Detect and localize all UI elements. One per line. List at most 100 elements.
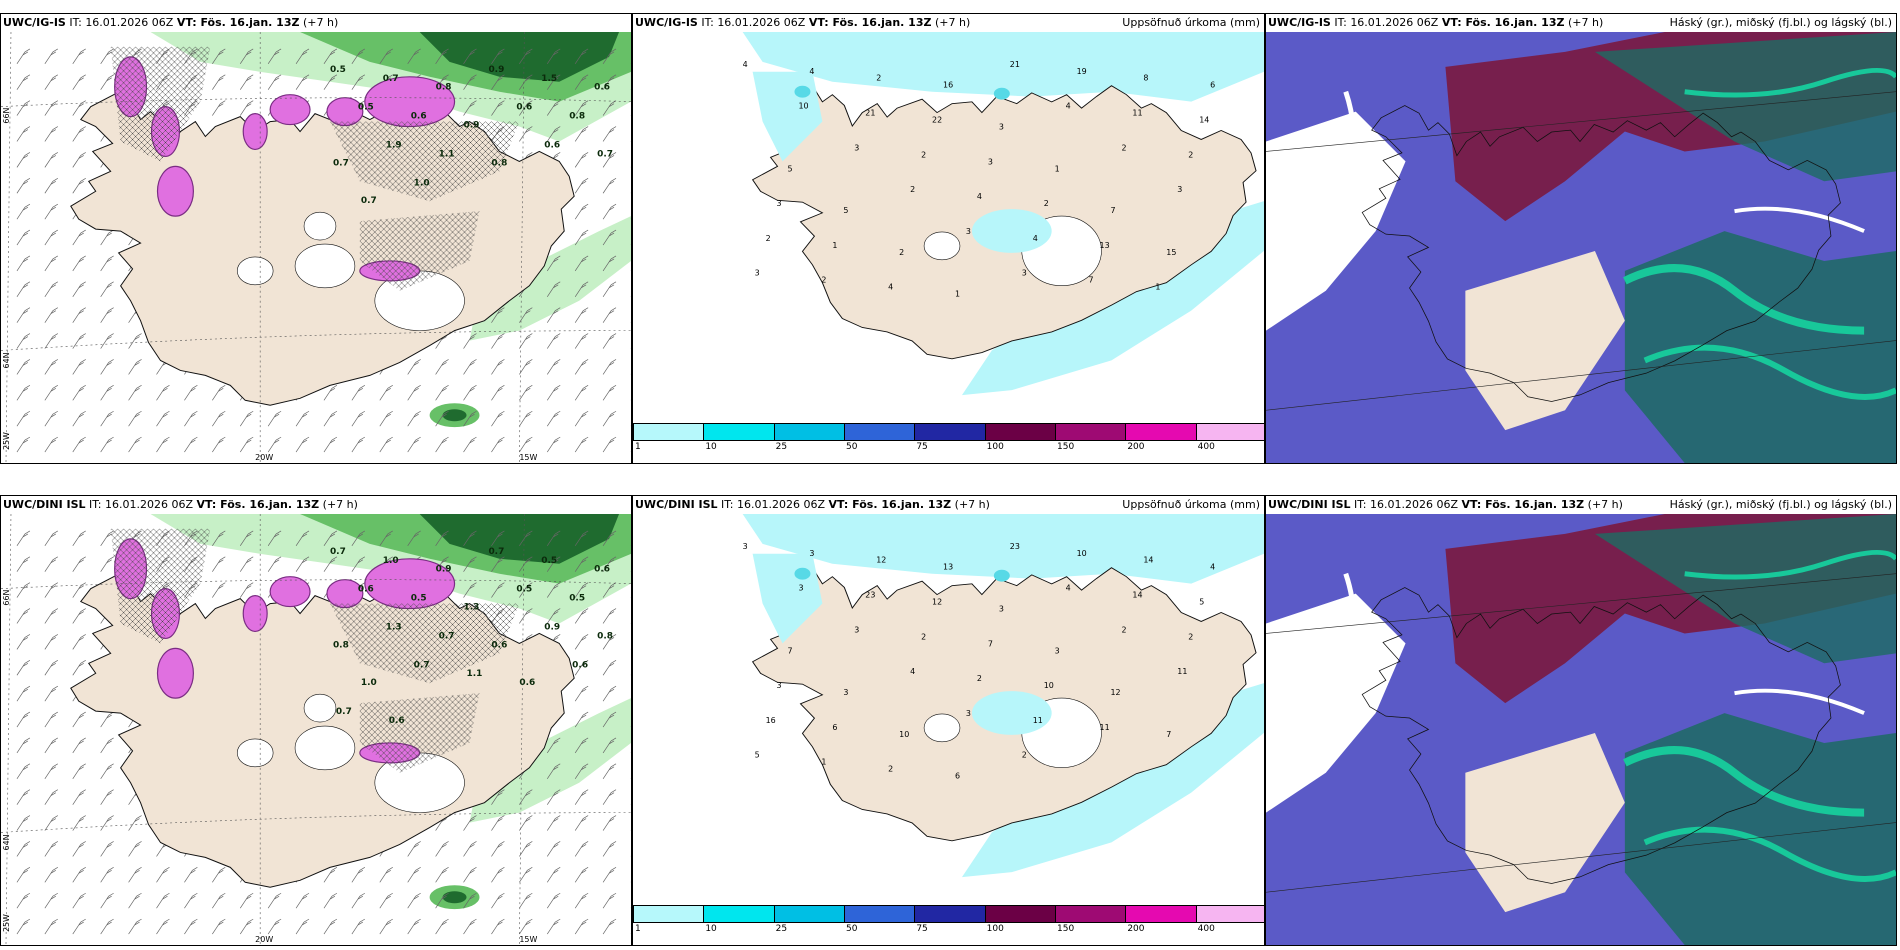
snow-value-label: 0.7	[414, 660, 430, 670]
valid-time: VT: Fös. 16.jan. 13Z	[828, 498, 952, 511]
valid-time: VT: Fös. 16.jan. 13Z	[196, 498, 320, 511]
snow-value-label: 0.5	[358, 103, 374, 113]
legend-swatch	[633, 423, 705, 441]
precip-value-label: 6	[832, 723, 837, 732]
legend-swatch	[844, 423, 916, 441]
field-title: Uppsöfnuð úrkoma (mm)	[1122, 16, 1260, 29]
init-time: IT: 16.01.2026 06Z	[697, 16, 809, 29]
lon-label: 25W	[2, 432, 11, 450]
legend-label: 100	[986, 442, 1004, 452]
panel-snow-ig: UWC/IG-IS IT: 16.01.2026 06Z VT: Fös. 16…	[0, 13, 632, 464]
snow-value-label: 1.3	[386, 622, 402, 632]
lon-label: 25W	[2, 914, 11, 932]
precip-value-label: 3	[1022, 269, 1027, 278]
precip-value-label: 5	[1199, 598, 1204, 607]
precip-value-label: 1	[1155, 283, 1160, 292]
precip-value-label: 7	[1166, 730, 1171, 739]
snow-value-label: 1.0	[414, 178, 430, 188]
model-name: UWC/DINI ISL	[1268, 498, 1351, 511]
precip-value-label: 23	[865, 591, 875, 600]
precip-value-label: 4	[1033, 234, 1038, 243]
precip-value-label: 11	[1132, 109, 1142, 118]
snow-value-label: 1.9	[386, 140, 402, 150]
precip-value-label: 22	[932, 116, 942, 125]
legend-label: 150	[1057, 924, 1075, 934]
precip-value-label: 4	[1066, 584, 1071, 593]
lat-label: 64N	[2, 352, 11, 368]
snow-value-label: 0.5	[541, 556, 557, 566]
precip-value-label: 15	[1166, 248, 1176, 257]
lat-label: 66N	[2, 589, 11, 605]
legend-swatch	[773, 423, 845, 441]
valid-time: VT: Fös. 16.jan. 13Z	[1461, 498, 1585, 511]
precip-value-label: 23	[1010, 542, 1020, 551]
precip-value-label: 3	[988, 157, 993, 166]
precip-value-label: 2	[910, 185, 915, 194]
snow-value-label: 0.7	[336, 707, 352, 717]
lead-time: (+7 h)	[319, 498, 358, 511]
lon-label: 15W	[519, 935, 537, 944]
legend-swatch	[1055, 905, 1127, 923]
precip-value-label: 14	[1199, 116, 1209, 125]
lead-time: (+7 h)	[931, 16, 971, 29]
model-name: UWC/IG-IS	[1268, 16, 1331, 29]
legend-label: 75	[916, 442, 928, 452]
precip-value-label: 6	[955, 772, 960, 781]
precip-value-label: 13	[943, 563, 953, 572]
snow-value-label: 0.9	[544, 622, 560, 632]
valid-time: VT: Fös. 16.jan. 13Z	[1441, 16, 1565, 29]
field-title: Uppsöfnuð úrkoma (mm)	[1122, 498, 1260, 511]
precip-value-label: 2	[899, 248, 904, 257]
model-name: UWC/IG-IS	[3, 16, 66, 29]
snow-value-label: 0.6	[572, 660, 588, 670]
precip-value-label: 3	[854, 625, 859, 634]
legend-label: 10	[705, 442, 717, 452]
snow-value-label: 0.7	[333, 158, 349, 168]
precip-value-label: 12	[876, 556, 886, 565]
panel-header: UWC/DINI ISL IT: 16.01.2026 06Z VT: Fös.…	[633, 496, 1264, 514]
precip-value-label: 3	[1177, 185, 1182, 194]
snow-value-label: 0.7	[439, 631, 455, 641]
precip-map: 4 4 2 16 21 19 8 6 10 21 22 3 4 11 14 5 3 2 3 1 2 2 3 5 2 4 2 7 3 2 1 2…	[633, 32, 1264, 423]
init-time: IT: 16.01.2026 06Z	[1330, 16, 1442, 29]
legend-label: 25	[775, 924, 788, 934]
precip-value-label: 7	[1089, 276, 1094, 285]
precip-color-legend: 1 10 25 50 75 100 150 200 400	[633, 905, 1264, 934]
precip-value-label: 3	[743, 542, 748, 551]
precip-value-label: 2	[821, 276, 826, 285]
snow-value-label: 0.9	[464, 121, 480, 131]
snow-value-label: 0.7	[597, 149, 613, 159]
legend-swatch	[1195, 905, 1264, 923]
snow-value-label: 0.5	[411, 594, 427, 604]
legend-swatch	[1125, 423, 1197, 441]
snow-wind-map: 20W 15W 66N 64N 25W 0.5 0.7 0.8 0.9 1.5 0.6 0.5 0.6 0…	[1, 32, 631, 463]
precip-value-label: 1	[1055, 164, 1060, 173]
snow-value-label: 0.9	[436, 565, 452, 575]
precip-value-label: 5	[788, 164, 793, 173]
snow-value-label: 0.6	[519, 678, 535, 688]
precip-color-legend: 1 10 25 50 75 100 150 200 400	[633, 423, 1264, 452]
precip-value-label: 6	[1210, 81, 1215, 90]
precip-value-label: 14	[1143, 556, 1153, 565]
precip-value-label: 13	[1100, 241, 1110, 250]
panel-header: UWC/IG-IS IT: 16.01.2026 06Z VT: Fös. 16…	[1266, 14, 1896, 32]
model-name: UWC/DINI ISL	[635, 498, 718, 511]
panel-clouds-ig: UWC/IG-IS IT: 16.01.2026 06Z VT: Fös. 16…	[1265, 13, 1897, 464]
precip-value-label: 21	[865, 109, 875, 118]
legend-label: 50	[846, 924, 858, 934]
precip-value-label: 3	[854, 143, 859, 152]
snow-value-label: 0.6	[358, 585, 374, 595]
precip-value-label: 2	[921, 150, 926, 159]
precip-value-label: 11	[1100, 723, 1110, 732]
snow-value-label: 0.8	[569, 112, 585, 122]
precip-value-label: 4	[977, 192, 982, 201]
init-time: IT: 16.01.2026 06Z	[717, 498, 829, 511]
init-time: IT: 16.01.2026 06Z	[1350, 498, 1462, 511]
snow-value-label: 0.8	[491, 158, 507, 168]
precip-value-label: 3	[755, 269, 760, 278]
legend-label: 400	[1197, 924, 1215, 934]
precip-value-label: 3	[999, 123, 1004, 132]
snow-value-label: 0.8	[597, 631, 613, 641]
init-time: IT: 16.01.2026 06Z	[65, 16, 177, 29]
legend-swatch	[703, 423, 775, 441]
